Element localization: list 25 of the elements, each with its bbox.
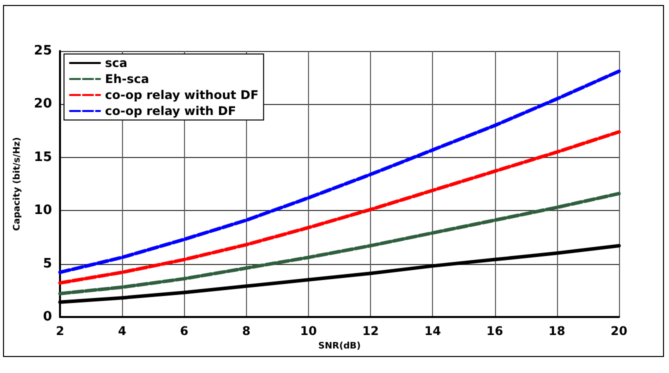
y-tick-label: 20 (34, 96, 52, 112)
y-tick-label: 10 (34, 203, 52, 218)
x-tick-label: 4 (118, 324, 126, 338)
x-tick-label: 6 (180, 324, 188, 338)
y-tick-label: 0 (42, 310, 52, 324)
x-axis-title: SNR(dB) (318, 341, 361, 352)
x-tick-label: 16 (486, 324, 504, 338)
x-tick-label: 8 (242, 324, 251, 338)
x-tick-label: 10 (300, 324, 317, 338)
legend-label: co-op relay without DF (105, 88, 259, 102)
x-tick-label: 18 (548, 324, 566, 338)
y-tick-label: 15 (34, 150, 52, 165)
line-series (58, 192, 621, 296)
legend-label: sca (105, 56, 128, 70)
y-tick-label: 5 (42, 256, 52, 272)
legend-label: co-op relay with DF (105, 104, 236, 118)
x-tick-label: 2 (56, 324, 64, 338)
x-tick-label: 14 (424, 324, 442, 338)
x-tick-label: 12 (362, 324, 379, 338)
line-series (58, 130, 621, 285)
x-tick-label: 20 (610, 324, 628, 338)
legend-label: Eh-sca (105, 72, 150, 86)
y-axis-title: Capacity (bit/s/Hz) (12, 137, 22, 231)
line-series (58, 69, 621, 274)
y-tick-label: 25 (34, 44, 52, 58)
